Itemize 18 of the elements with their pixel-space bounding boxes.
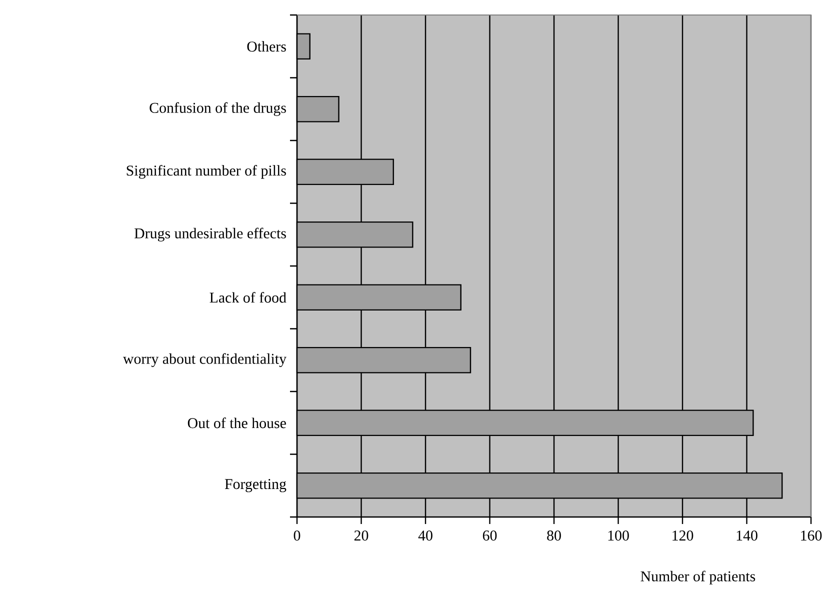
y-tick-label: Lack of food [210, 292, 286, 303]
y-tick-label: Others [247, 41, 286, 52]
y-tick-label: Confusion of the drugs [150, 102, 286, 116]
y-tick-label: Forgetting [224, 479, 286, 492]
x-tick-label: 60 [482, 530, 497, 541]
x-tick-label: 20 [354, 530, 368, 541]
y-tick-label: Drugs undesirable effects [134, 228, 286, 242]
y-tick-label: worry about confidentiality [122, 353, 286, 367]
x-tick-label: 140 [736, 530, 758, 541]
x-tick-label: 100 [608, 530, 629, 541]
y-tick-label: Out of the house [188, 418, 286, 428]
y-tick-label: Significant number of pills [126, 165, 286, 179]
x-tick-label: 0 [294, 530, 300, 541]
x-tick-label: 40 [418, 530, 432, 541]
x-tick-label: 120 [672, 530, 694, 541]
x-tick-label: 80 [547, 530, 561, 541]
x-tick-label: 160 [801, 530, 822, 541]
x-axis-title: Number of patients [640, 570, 756, 584]
